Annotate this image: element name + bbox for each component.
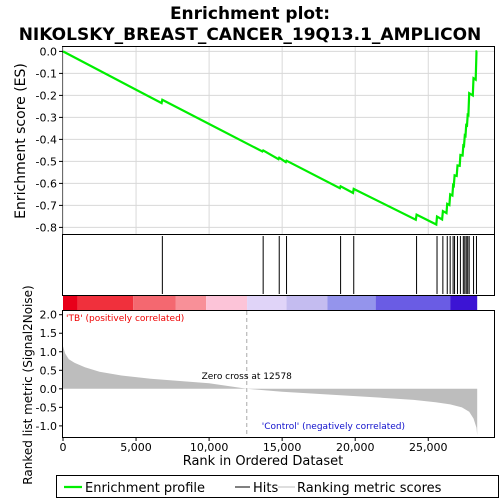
heat-segment bbox=[375, 296, 451, 310]
es-tick-label: -0.5 bbox=[36, 155, 57, 168]
legend-frame bbox=[56, 475, 499, 498]
es-tick-label: -0.2 bbox=[36, 89, 57, 102]
metric-tick-label: 2.0 bbox=[40, 309, 58, 322]
es-tick-label: 0.0 bbox=[40, 45, 58, 58]
heat-segment bbox=[175, 296, 207, 310]
chart-title-line2: NIKOLSKY_BREAST_CANCER_19Q13.1_AMPLICON bbox=[19, 25, 482, 45]
es-tick-label: -0.4 bbox=[36, 133, 57, 146]
es-tick-label: -0.3 bbox=[36, 111, 57, 124]
chart-title-line1: Enrichment plot: bbox=[170, 4, 330, 24]
positive-correlation-label: 'TB' (positively correlated) bbox=[66, 314, 184, 324]
x-tick-label: 15,000 bbox=[263, 441, 302, 454]
ranking-heat-bar bbox=[63, 296, 478, 310]
es-tick-label: -0.8 bbox=[36, 221, 57, 234]
enrichment-profile-line bbox=[62, 50, 478, 227]
metric-tick-label: 1.0 bbox=[40, 346, 58, 359]
heat-segment bbox=[63, 296, 78, 310]
negative-correlation-label: 'Control' (negatively correlated) bbox=[262, 422, 405, 432]
metric-panel: 2.0 1.5 1.0 0.5 0.0 -0.5 -1.0 'TB' (positively… bbox=[36, 309, 495, 438]
x-tick-label: 0 bbox=[60, 441, 67, 454]
legend-hits-label: Hits bbox=[253, 481, 278, 496]
hits-frame bbox=[62, 234, 495, 296]
metric-axis-label: Ranked list metric (Signal2Noise) bbox=[21, 285, 35, 484]
es-panel: 0.0 -0.1 -0.2 -0.3 -0.4 -0.5 -0.6 -0.7 -0.8 bbox=[36, 45, 495, 235]
metric-tick-label: 1.5 bbox=[40, 327, 58, 340]
es-tick-label: -0.7 bbox=[36, 199, 57, 212]
metric-tick-label: 0.5 bbox=[40, 364, 58, 377]
x-tick-label: 20,000 bbox=[336, 441, 375, 454]
heat-segment bbox=[286, 296, 328, 310]
es-frame bbox=[62, 46, 495, 235]
heat-segment bbox=[450, 296, 478, 310]
ranking-metric-area bbox=[63, 346, 478, 436]
x-tick-label: 25,000 bbox=[409, 441, 448, 454]
heat-segment bbox=[327, 296, 376, 310]
heat-segment bbox=[133, 296, 176, 310]
heat-segment bbox=[247, 296, 287, 310]
chart-title: Enrichment plot: NIKOLSKY_BREAST_CANCER_… bbox=[19, 4, 482, 45]
heat-segment bbox=[206, 296, 248, 310]
metric-tick-label: -0.5 bbox=[36, 401, 57, 414]
es-tick-label: -0.1 bbox=[36, 67, 57, 80]
metric-tick-label: 0.0 bbox=[40, 383, 58, 396]
metric-frame bbox=[62, 310, 495, 438]
legend-metric-label: Ranking metric scores bbox=[297, 481, 442, 496]
metric-tick-label: -1.0 bbox=[36, 420, 57, 433]
x-tick-label: 5,000 bbox=[120, 441, 152, 454]
x-tick-label: 10,000 bbox=[190, 441, 229, 454]
legend: Enrichment profile Hits Ranking metric s… bbox=[56, 475, 499, 498]
x-axis-label: Rank in Ordered Dataset bbox=[183, 454, 344, 469]
heat-segment bbox=[77, 296, 134, 310]
legend-enrichment-label: Enrichment profile bbox=[85, 481, 205, 496]
es-tick-label: -0.6 bbox=[36, 177, 57, 190]
zero-cross-label: Zero cross at 12578 bbox=[202, 372, 293, 382]
hits-panel bbox=[62, 234, 495, 296]
es-axis-label: Enrichment score (ES) bbox=[13, 63, 29, 219]
